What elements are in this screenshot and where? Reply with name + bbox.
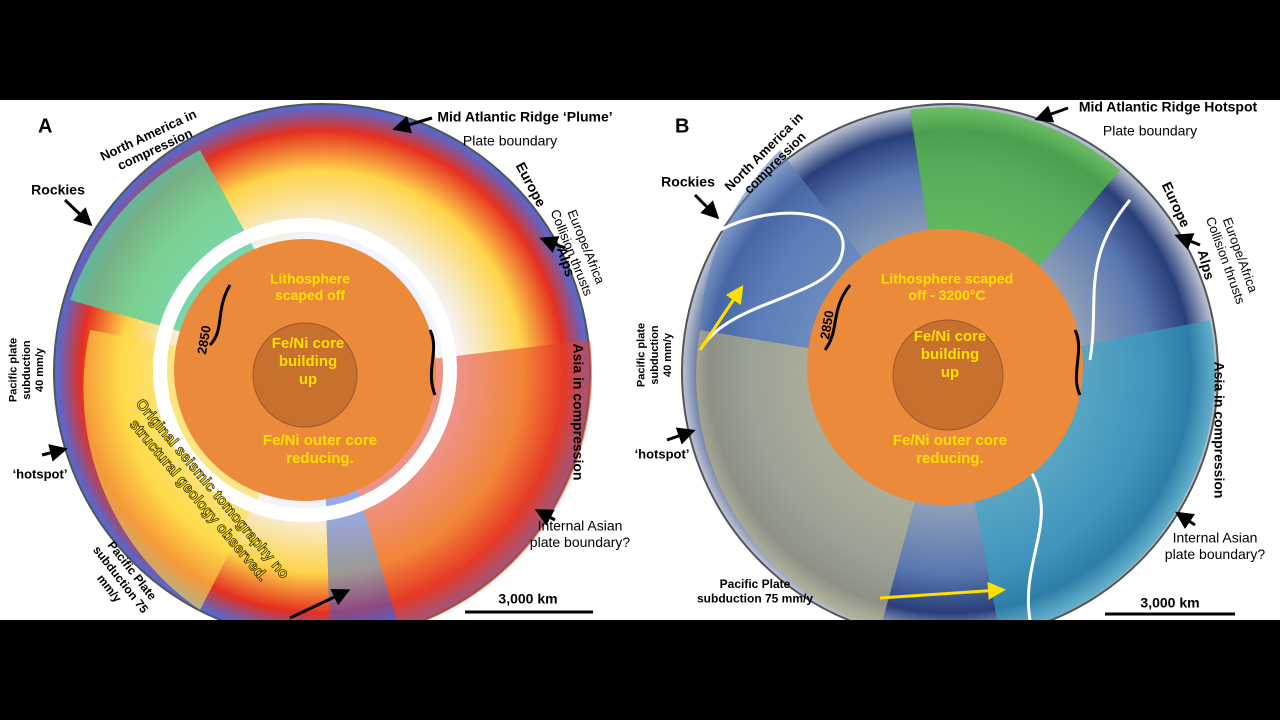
label-text: Internal Asian xyxy=(538,517,623,533)
yellow-arrow xyxy=(879,581,1006,600)
label-text: Asia in compression xyxy=(1211,362,1227,499)
arrow xyxy=(289,588,351,620)
globes xyxy=(53,103,1219,620)
label-asia: Asia in compression xyxy=(1211,362,1227,499)
label-plate-boundary: Plate boundary xyxy=(463,133,557,149)
label-text: ‘hotspot’ xyxy=(635,446,690,461)
label-text: Fe/Ni core xyxy=(914,328,987,345)
label-text: subduction xyxy=(21,340,33,400)
arrow xyxy=(41,444,68,462)
arrow xyxy=(666,427,696,445)
arrow xyxy=(1175,511,1196,530)
pointer-arrows xyxy=(41,105,1201,620)
label-plate-boundary: Plate boundary xyxy=(1103,123,1197,139)
label-asia: Asia in compression xyxy=(570,344,586,481)
label-text: Rockies xyxy=(31,182,85,198)
label-text: Pacific Plate xyxy=(720,577,791,591)
label-text: Fe/Ni outer core xyxy=(893,432,1007,449)
label-text: plate boundary? xyxy=(1165,546,1266,562)
boundary-line xyxy=(208,284,232,347)
label-pacific-40: Pacific plate subduction 40 mm/y xyxy=(636,323,674,387)
label-text: 3,000 km xyxy=(1140,595,1199,611)
label-text: Fe/Ni core xyxy=(272,335,345,352)
label-ridge: Mid Atlantic Ridge Hotspot xyxy=(1079,99,1258,115)
label-text: B xyxy=(675,115,689,137)
boundary-line xyxy=(823,284,852,351)
label-text: 3,000 km xyxy=(498,591,557,607)
label-text: reducing. xyxy=(286,450,354,467)
label-text: Rockies xyxy=(661,174,715,190)
label-text: scaped off xyxy=(275,287,345,303)
label-text: up xyxy=(941,364,959,381)
label-text: up xyxy=(299,371,317,388)
label-text: Mid Atlantic Ridge ‘Plume’ xyxy=(437,109,612,125)
boundary-line xyxy=(698,211,845,351)
label-text: 2850 xyxy=(194,324,214,355)
label-text: building xyxy=(279,353,337,370)
label-text: Asia in compression xyxy=(570,344,586,481)
label-text: Pacific plate xyxy=(636,323,648,387)
label-text: Plate boundary xyxy=(463,133,557,149)
label-text: ‘hotspot’ xyxy=(13,466,68,481)
label-text: 40 mm/y xyxy=(662,332,674,377)
arrow xyxy=(539,236,566,253)
label-text: plate boundary? xyxy=(530,534,631,550)
label-ridge: Mid Atlantic Ridge ‘Plume’ xyxy=(437,109,612,125)
label-text: building xyxy=(921,346,979,363)
label-alps: Alps xyxy=(1195,248,1218,282)
label-hotspot: ‘hotspot’ xyxy=(635,446,690,461)
boundary-line xyxy=(428,329,437,396)
label-text: 40 mm/y xyxy=(34,347,46,392)
arrow xyxy=(1034,105,1069,123)
label-pacific-40: Pacific plate subduction 40 mm/y xyxy=(8,338,46,402)
label-depth: 2850 xyxy=(817,309,837,340)
boundary-line xyxy=(1073,329,1082,396)
label-letter: A xyxy=(38,115,52,137)
label-text: subduction xyxy=(649,325,661,385)
label-text: Pacific plate xyxy=(8,338,20,402)
label-text: Fe/Ni outer core xyxy=(263,432,377,449)
label-scale: 3,000 km xyxy=(1140,595,1199,611)
label-rockies: Rockies xyxy=(661,174,715,190)
label-text: A xyxy=(38,115,52,137)
label-text: off - 3200°C xyxy=(908,287,985,303)
label-text: subduction 75 mm/y xyxy=(697,591,813,605)
label-text: Mid Atlantic Ridge Hotspot xyxy=(1079,99,1258,115)
label-text: 2850 xyxy=(817,309,837,340)
label-text: Lithosphere xyxy=(270,270,350,286)
inner-core xyxy=(252,322,358,428)
label-text: Alps xyxy=(1195,248,1218,282)
label-text: Plate boundary xyxy=(1103,123,1197,139)
label-rockies: Rockies xyxy=(31,182,85,198)
arrow xyxy=(693,193,720,220)
arrow xyxy=(392,115,433,134)
label-hotspot: ‘hotspot’ xyxy=(13,466,68,481)
label-scale: 3,000 km xyxy=(498,591,557,607)
label-text: Internal Asian xyxy=(1173,529,1258,545)
label-letter: B xyxy=(675,115,689,137)
inner-core xyxy=(892,319,1004,431)
core-rim xyxy=(153,218,457,522)
arrow xyxy=(63,198,93,227)
arrow xyxy=(534,509,556,526)
arrow xyxy=(1174,233,1201,250)
boundary-line xyxy=(1088,199,1132,361)
label-depth: 2850 xyxy=(194,324,214,355)
label-text: reducing. xyxy=(916,450,984,467)
yellow-arrow xyxy=(698,285,744,351)
label-text: Lithosphere scaped xyxy=(881,270,1013,286)
boundary-line xyxy=(1026,469,1043,620)
